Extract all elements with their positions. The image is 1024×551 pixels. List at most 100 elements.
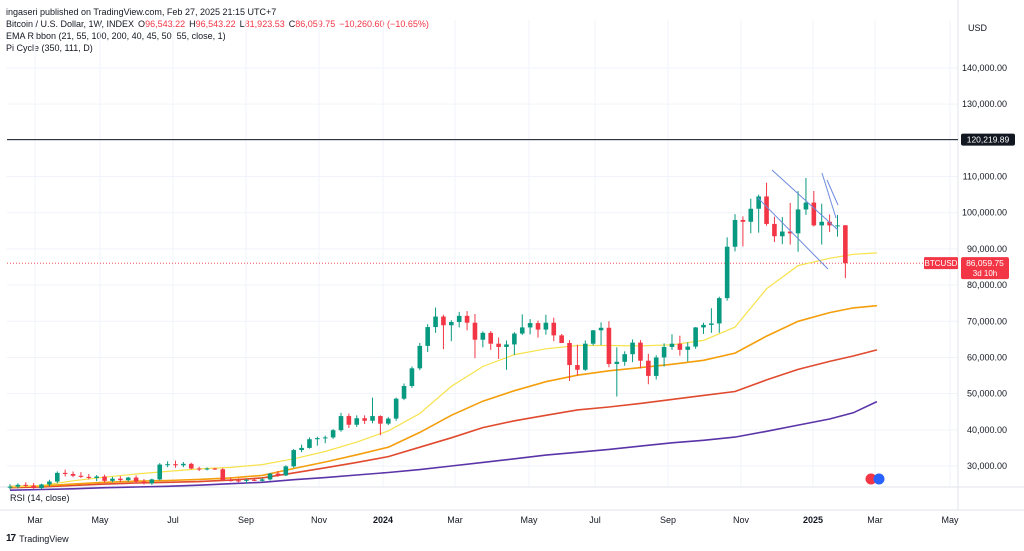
candle-body xyxy=(401,386,407,399)
low-value: 81,923.53 xyxy=(244,19,285,29)
candle-body xyxy=(173,464,178,466)
candle-body xyxy=(803,202,809,210)
candle-body xyxy=(141,481,147,484)
candle-body xyxy=(693,327,698,347)
candle-body xyxy=(362,418,367,421)
candle-body xyxy=(811,202,817,226)
y-tick-label: 50,000.00 xyxy=(967,389,1007,399)
candle-body xyxy=(102,476,107,481)
candle-body xyxy=(598,327,604,331)
symbol-tag-box xyxy=(924,257,958,270)
candle-body xyxy=(669,343,675,347)
candle-body xyxy=(94,476,99,478)
candle-body xyxy=(646,360,651,376)
candle-body xyxy=(795,209,801,234)
x-tick-label: Nov xyxy=(733,515,750,525)
close-value: 86,059.75 xyxy=(295,19,336,29)
candle-body xyxy=(393,398,399,419)
candle-body xyxy=(31,485,36,489)
y-tick-label: 100,000.00 xyxy=(962,208,1007,218)
candle-body xyxy=(125,477,131,481)
candle-body xyxy=(512,333,517,345)
y-tick-label: 60,000.00 xyxy=(967,352,1007,362)
candle-body xyxy=(54,472,60,482)
y-tick-label: 70,000.00 xyxy=(967,316,1007,326)
candle-body xyxy=(39,484,44,489)
candle-body xyxy=(701,324,706,328)
ema100-line xyxy=(9,349,878,489)
low-label: L xyxy=(239,19,245,29)
candle-body xyxy=(504,344,509,347)
y-tick-label: 30,000.00 xyxy=(967,461,1007,471)
x-tick-label: Nov xyxy=(311,515,328,525)
x-tick-label: Mar xyxy=(447,515,463,525)
y-tick-label: 80,000.00 xyxy=(967,280,1007,290)
candle-body xyxy=(78,475,84,477)
candle-body xyxy=(338,416,344,431)
indicator-ema-label: EMA Ribbon (21, 55, 100, 200, 40, 45, 50… xyxy=(6,31,226,41)
footer-brand[interactable]: 17 TradingView xyxy=(6,533,69,544)
candle-body xyxy=(772,223,777,237)
indicator-pi-cycle[interactable]: Pi Cycle (350, 111, D) xyxy=(6,42,429,54)
candle-body xyxy=(496,343,501,347)
ema200-line xyxy=(9,400,878,491)
tradingview-logo-icon: 17 xyxy=(6,533,16,544)
candle-body xyxy=(354,418,360,425)
high-value: 96,543.22 xyxy=(195,19,236,29)
high-label: H xyxy=(189,19,196,29)
candle-body xyxy=(614,361,620,364)
rsi-pane-label[interactable]: RSI (14, close) xyxy=(10,493,70,503)
candle-body xyxy=(677,343,683,350)
x-tick-label: Sep xyxy=(238,515,254,525)
countdown-label: 3d 10h xyxy=(973,269,997,278)
y-tick-label: 130,000.00 xyxy=(962,99,1007,109)
events-icon xyxy=(873,473,885,485)
trend-line xyxy=(771,169,839,231)
candle-body xyxy=(307,439,312,448)
ema55-line xyxy=(9,304,877,488)
symbol-title[interactable]: Bitcoin / U.S. Dollar, 1W, INDEX xyxy=(6,19,135,29)
candle-body xyxy=(464,315,470,323)
open-label: O xyxy=(138,19,146,29)
candle-body xyxy=(291,450,297,467)
last-price-label: 86,059.75 xyxy=(966,258,1004,268)
trend-line xyxy=(821,172,837,219)
candle-body xyxy=(449,321,454,326)
candle-body xyxy=(86,476,92,478)
currency-selector[interactable]: USD xyxy=(960,18,1018,38)
candle-body xyxy=(315,438,320,440)
candle-body xyxy=(62,472,68,474)
candle-body xyxy=(133,477,139,482)
candle-body xyxy=(346,416,352,425)
candle-body xyxy=(582,343,588,370)
candle-body xyxy=(551,322,557,336)
candle-body xyxy=(748,208,754,222)
trend-line xyxy=(757,197,829,270)
candle-body xyxy=(661,346,667,358)
indicator-ema-ribbon[interactable]: EMA Ribbon (21, 55, 100, 200, 40, 45, 50… xyxy=(6,30,429,42)
x-tick-label: May xyxy=(91,515,109,525)
candle-body xyxy=(575,365,580,370)
x-tick-label: Sep xyxy=(660,515,676,525)
events-icon xyxy=(865,473,877,485)
candle-body xyxy=(590,330,596,344)
x-tick-label: Mar xyxy=(27,515,43,525)
candle-body xyxy=(653,357,659,376)
close-label: C xyxy=(288,19,296,29)
candle-body xyxy=(181,463,186,466)
x-tick-label: Jul xyxy=(589,515,601,525)
candle-body xyxy=(543,322,549,330)
candle-body xyxy=(330,430,336,438)
candle-body xyxy=(23,484,29,486)
y-tick-label: 140,000.00 xyxy=(962,63,1007,73)
x-tick-label: May xyxy=(941,515,959,525)
candle-body xyxy=(149,479,155,484)
candle-body xyxy=(322,437,328,439)
candle-body xyxy=(409,368,415,387)
candle-body xyxy=(15,484,21,487)
level-label: 120,219.89 xyxy=(967,135,1010,145)
candle-body xyxy=(275,473,281,476)
symbol-line: Bitcoin / U.S. Dollar, 1W, INDEX O 96,543… xyxy=(6,18,429,30)
last-price-box xyxy=(961,257,1009,280)
